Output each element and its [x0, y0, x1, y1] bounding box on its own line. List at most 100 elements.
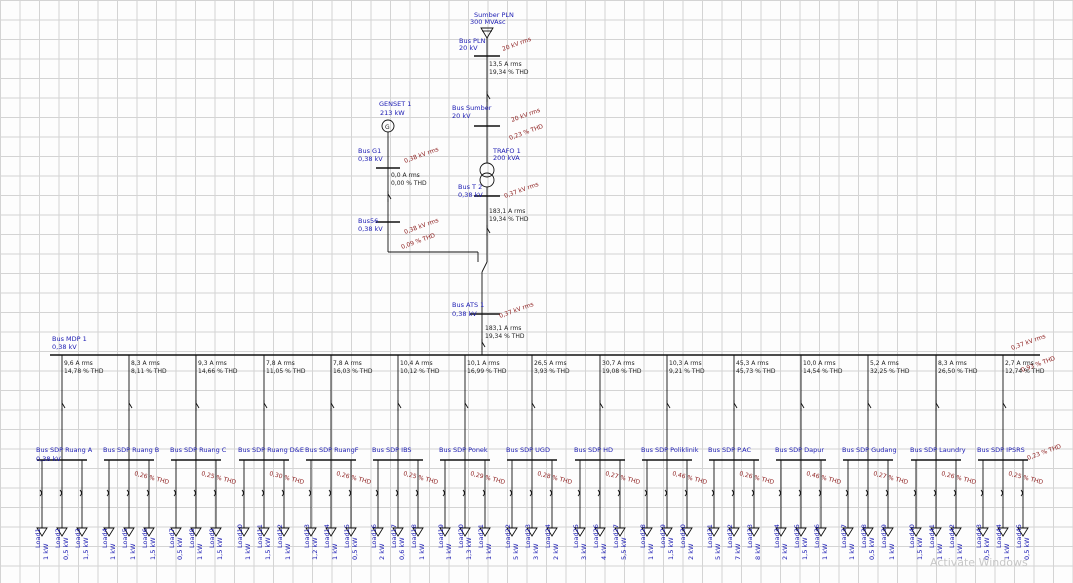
feeder-4-bus-thd: 0,26 % THD: [335, 470, 372, 486]
load-13-1-name: Load41: [928, 524, 936, 548]
feeder-12-thd: 32,25 % THD: [870, 368, 910, 375]
load-10-1-breaker: [731, 489, 734, 497]
load-6-0-name: Load19: [437, 524, 445, 548]
load-11-1-kw: 1,5 kW: [801, 537, 809, 560]
load-8-2-breaker: [617, 489, 620, 497]
load-14-2-breaker: [1020, 489, 1023, 497]
feeder-12-current: 5,2 A rms: [870, 360, 899, 367]
load-10-2-kw: 8 kW: [754, 543, 762, 560]
load-4-2-name: Load15: [343, 524, 351, 548]
feeder-12-breaker: [867, 402, 872, 409]
load-9-2-icon: [681, 527, 693, 537]
load-13-1-kw: 1 kW: [936, 543, 944, 560]
feeder-6-thd: 16,99 % THD: [467, 368, 507, 375]
load-0-1-icon: [56, 527, 68, 537]
feeder-3-bus-thd: 0,30 % THD: [268, 470, 305, 486]
load-13-0-icon: [910, 527, 922, 537]
feeder-9-current: 10,3 A rms: [669, 360, 702, 367]
load-8-2-name: Load27: [612, 524, 620, 548]
load-3-1-breaker: [261, 489, 264, 497]
load-3-1-name: Load11: [256, 524, 264, 548]
feeder-1-current: 8,3 A rms: [131, 360, 160, 367]
load-2-0-icon: [170, 527, 182, 537]
mdp-v-ann: 0,37 kV rms: [1010, 333, 1046, 352]
load-3-2-name: Load12: [276, 524, 284, 548]
load-10-0-breaker: [711, 489, 714, 497]
load-8-0-kw: 3 kW: [580, 543, 588, 560]
load-5-0-name: Load16: [370, 524, 378, 548]
feeder-9-bus-name: Bus SDP Poliklinik: [641, 446, 699, 454]
load-2-2-kw: 1,5 kW: [216, 537, 224, 560]
load-7-1-name: Load23: [524, 524, 532, 548]
load-3-0-kw: 1 kW: [244, 543, 252, 560]
load-10-2-name: Load33: [746, 524, 754, 548]
feeder-7-bus-thd: 0,28 % THD: [536, 470, 573, 486]
load-9-0-breaker: [644, 489, 647, 497]
load-4-1-kw: 1 kW: [331, 543, 339, 560]
load-9-1-breaker: [664, 489, 667, 497]
feeder-1-bus-thd: 0,26 % THD: [133, 470, 170, 486]
feeder-0-bus-name: Bus SDP Ruang A: [36, 446, 93, 454]
feeder-5-breaker: [397, 402, 402, 409]
ats-current: 183,1 A rms: [485, 325, 521, 332]
feeder-13-current: 8,3 A rms: [938, 360, 967, 367]
load-12-1-breaker: [865, 489, 868, 497]
feeder-2-current: 9,3 A rms: [198, 360, 227, 367]
load-12-1-icon: [862, 527, 874, 537]
feeder-7-breaker: [531, 402, 536, 409]
load-6-2-kw: 1 kW: [485, 543, 493, 560]
load-12-2-name: Load39: [880, 524, 888, 548]
load-14-2-name: Load45: [1015, 524, 1023, 548]
load-1-2-kw: 1,5 kW: [149, 537, 157, 560]
load-4-2-breaker: [348, 489, 351, 497]
load-11-0-icon: [775, 527, 787, 537]
ats-switch: [481, 261, 488, 273]
bus-pln-name: Bus PLN: [459, 37, 486, 45]
t2-thd: 19,34 % THD: [489, 216, 529, 223]
load-10-2-icon: [748, 527, 760, 537]
load-2-2-breaker: [213, 489, 216, 497]
feeder-5-bus-name: Bus SDP IBS: [372, 446, 412, 454]
feeder-4-bus-name: Bus SDP RuangF: [305, 446, 359, 454]
grid-source-icon: [480, 27, 494, 39]
load-1-0-name: Load4: [101, 528, 109, 548]
load-0-1-name: Load2: [54, 528, 62, 548]
load-0-0-kw: 1 kW: [42, 543, 50, 560]
load-14-0-name: Load43: [975, 524, 983, 548]
feeder-14-bus-thd: 0,25 % THD: [1007, 470, 1044, 486]
load-14-1-kw: 1 kW: [1003, 543, 1011, 560]
feeder-0-bus-kv: 0,38 kV: [36, 455, 61, 463]
load-3-1-kw: 1,5 kW: [264, 537, 272, 560]
load-5-2-name: Load18: [410, 524, 418, 548]
ats-thd: 19,34 % THD: [485, 333, 525, 340]
pln-breaker: [486, 93, 491, 100]
feeder-2-thd: 14,66 % THD: [198, 368, 238, 375]
load-7-0-kw: 5 kW: [512, 543, 520, 560]
load-7-2-breaker: [549, 489, 552, 497]
load-9-1-kw: 1,5 kW: [667, 537, 675, 560]
load-5-1-breaker: [395, 489, 398, 497]
load-1-1-name: Load5: [121, 528, 129, 548]
g1-current: 0,0 A rms: [391, 172, 420, 179]
t2-breaker: [486, 227, 491, 234]
load-0-1-kw: 0,5 kW: [62, 537, 70, 560]
feeder-13-thd: 26,50 % THD: [938, 368, 978, 375]
load-3-1-icon: [258, 527, 270, 537]
load-3-0-name: Load10: [236, 524, 244, 548]
feeder-13-bus-thd: 0,26 % THD: [940, 470, 977, 486]
feeder-2-breaker: [195, 402, 200, 409]
load-13-2-kw: 1 kW: [956, 543, 964, 560]
feeder-7-bus-name: Bus SDP UGD: [506, 446, 550, 454]
load-3-2-icon: [278, 527, 290, 537]
feeder-3-thd: 11,05 % THD: [266, 368, 306, 375]
feeder-10-current: 45,3 A rms: [736, 360, 769, 367]
pln-thd: 19,34 % THD: [489, 69, 529, 76]
bus-sumber-thd: 0,23 % THD: [508, 123, 544, 142]
load-12-2-icon: [882, 527, 894, 537]
load-0-2-breaker: [79, 489, 82, 497]
load-2-1-breaker: [193, 489, 196, 497]
load-10-0-icon: [708, 527, 720, 537]
feeder-4-thd: 16,03 % THD: [333, 368, 373, 375]
